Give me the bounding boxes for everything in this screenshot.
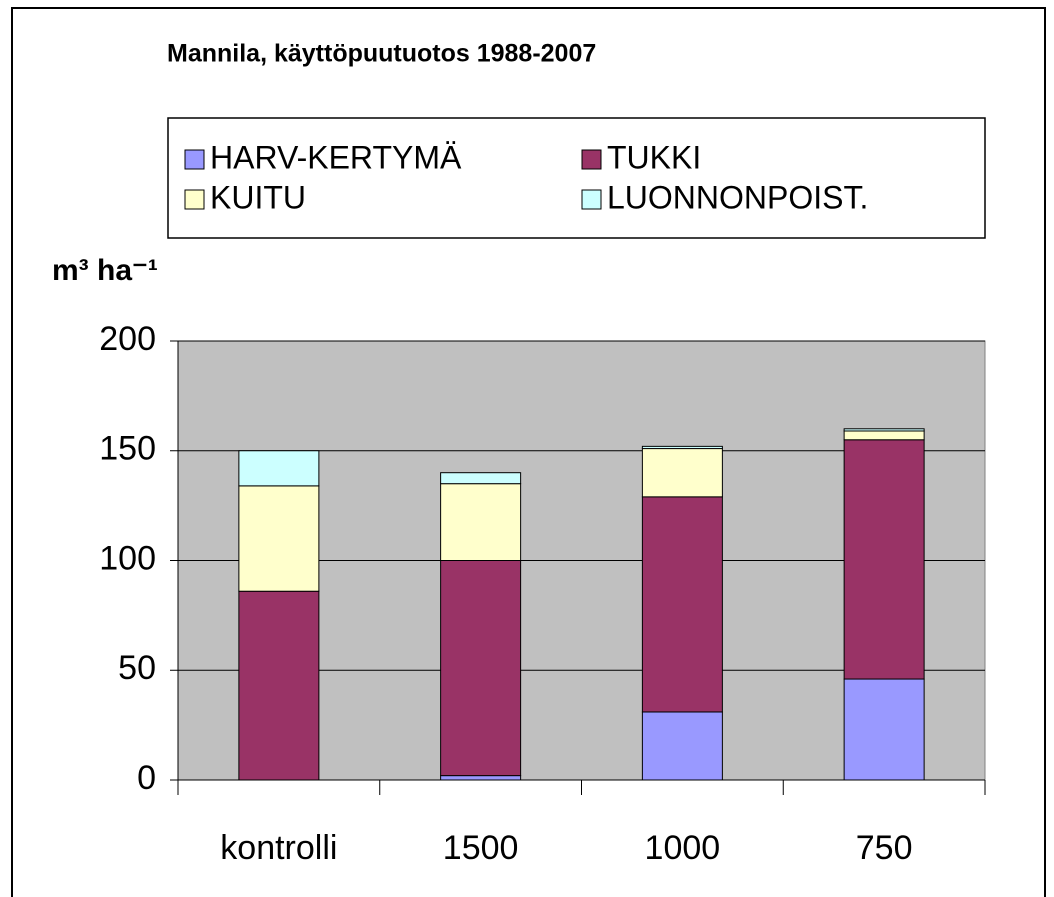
legend-label: TUKKI xyxy=(607,139,701,175)
legend-swatch xyxy=(581,149,602,170)
legend-swatch xyxy=(184,149,205,170)
x-tick-label: 750 xyxy=(856,829,913,867)
bar-segment xyxy=(641,445,723,450)
y-tick-label: 50 xyxy=(118,649,156,687)
bar-segment xyxy=(238,590,320,781)
chart-title: Mannila, käyttöpuutuotos 1988-2007 xyxy=(167,40,596,68)
legend-swatch xyxy=(184,189,205,210)
x-tick-label: 1500 xyxy=(443,829,519,867)
y-tick-label: 150 xyxy=(99,430,156,468)
y-tick-label: 200 xyxy=(99,320,156,358)
bar-segment xyxy=(641,711,723,781)
legend-box xyxy=(167,117,986,239)
y-tick-label: 100 xyxy=(99,539,156,577)
y-axis-label: m³ ha⁻¹ xyxy=(52,254,158,287)
legend-label: LUONNONPOIST. xyxy=(607,179,868,215)
y-tick-label: 0 xyxy=(137,759,156,797)
bar-segment xyxy=(440,560,522,777)
bar-segment xyxy=(641,496,723,713)
bar-segment xyxy=(238,485,320,592)
bar-segment xyxy=(238,450,320,487)
legend-label: HARV-KERTYMÄ xyxy=(210,139,462,175)
bar-segment xyxy=(843,430,925,441)
x-tick-label: 1000 xyxy=(645,829,721,867)
legend-label: KUITU xyxy=(210,179,306,215)
bar-segment xyxy=(843,439,925,680)
bar-segment xyxy=(843,428,925,432)
bar-segment xyxy=(843,678,925,781)
legend-swatch xyxy=(581,189,602,210)
x-tick-label: kontrolli xyxy=(220,829,337,867)
chart-border xyxy=(11,7,1046,897)
bar-segment xyxy=(641,448,723,498)
bar-segment xyxy=(440,483,522,561)
bar-segment xyxy=(440,472,522,485)
bar-segment xyxy=(440,775,522,781)
